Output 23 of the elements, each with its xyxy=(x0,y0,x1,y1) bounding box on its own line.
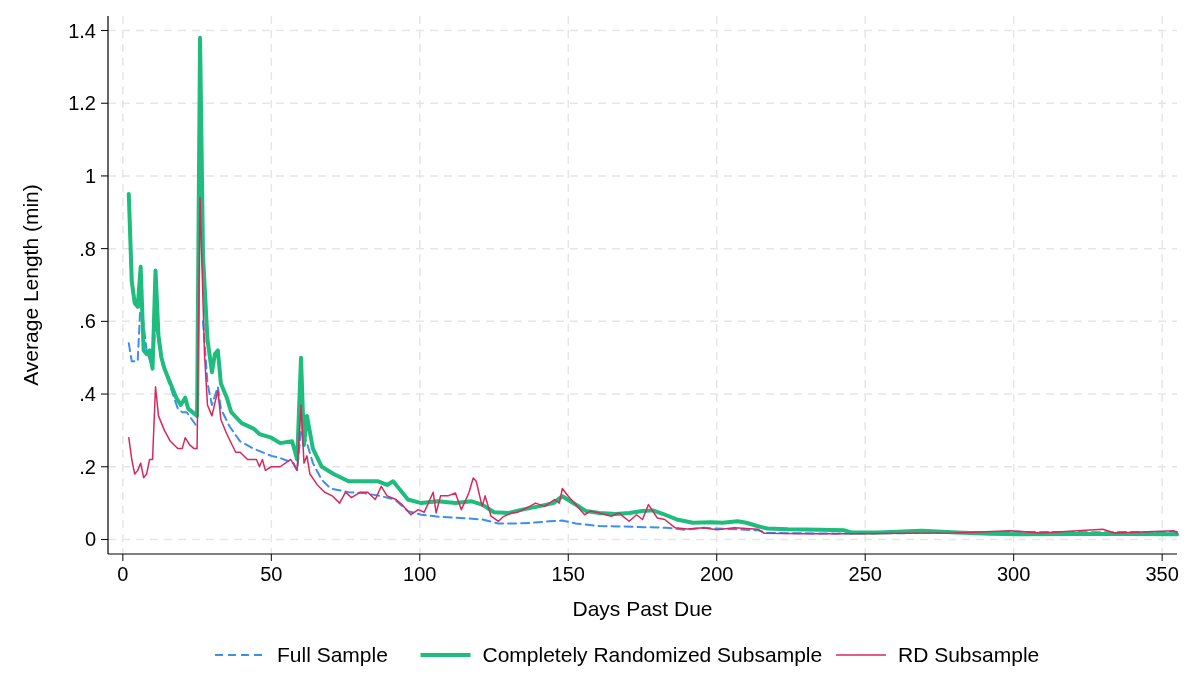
y-tick-label: 0 xyxy=(84,528,96,551)
y-tick-label: .2 xyxy=(79,455,96,478)
line-series xyxy=(126,35,1179,537)
x-tick-label: 150 xyxy=(551,563,585,585)
x-tick-label: 250 xyxy=(848,563,882,585)
x-tick-label: 300 xyxy=(996,563,1031,585)
y-axis-title: Average Length (min) xyxy=(19,184,42,386)
legend-label: Completely Randomized Subsample xyxy=(482,643,823,666)
y-tick-label: 1 xyxy=(84,164,96,187)
x-tick-label: 100 xyxy=(403,563,437,585)
legend-label: Full Sample xyxy=(277,643,388,666)
line-series xyxy=(128,197,1178,535)
y-tick-label: 1.4 xyxy=(68,19,96,42)
y-tick-label: 1.2 xyxy=(68,92,96,115)
x-tick-label: 350 xyxy=(1145,563,1179,585)
y-tick-label: .6 xyxy=(79,310,96,333)
x-tick-label: 50 xyxy=(260,563,283,585)
y-tick-label: .8 xyxy=(79,237,96,260)
x-tick-label: 200 xyxy=(700,563,734,585)
x-axis-title: Days Past Due xyxy=(572,597,713,620)
legend-label: RD Subsample xyxy=(898,643,1040,666)
y-tick-label: .4 xyxy=(79,383,96,406)
x-tick-label: 0 xyxy=(117,563,129,585)
